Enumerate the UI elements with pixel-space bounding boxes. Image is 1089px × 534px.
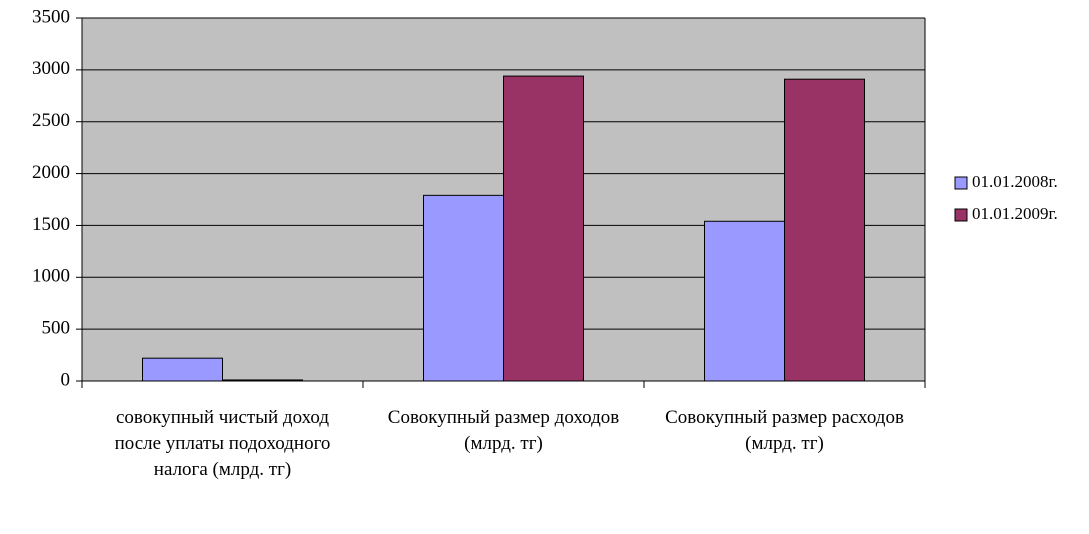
bar — [423, 194, 504, 382]
y-tick-label: 2500 — [32, 110, 70, 131]
x-tick-label: Совокупный размер расходов (млрд. тг) — [665, 407, 904, 454]
x-tick-label: совокупный чистый доход после уплаты под… — [114, 407, 331, 480]
legend-swatch — [954, 176, 968, 190]
legend-label: 01.01.2008г. — [972, 172, 1058, 191]
legend-label: 01.01.2009г. — [972, 204, 1058, 223]
y-tick-label: 500 — [42, 318, 71, 339]
y-tick-label: 2000 — [32, 162, 70, 183]
y-tick-label: 3500 — [32, 6, 70, 27]
legend-swatch — [954, 208, 968, 222]
y-tick-label: 3000 — [32, 58, 70, 79]
bar — [704, 220, 785, 382]
bar — [142, 357, 223, 382]
x-tick-label: Совокупный размер доходов (млрд. тг) — [387, 407, 620, 454]
bar — [503, 75, 584, 382]
y-tick-label: 1000 — [32, 266, 70, 287]
y-tick-label: 1500 — [32, 214, 70, 235]
y-tick-label: 0 — [61, 369, 71, 390]
bar — [784, 78, 865, 382]
